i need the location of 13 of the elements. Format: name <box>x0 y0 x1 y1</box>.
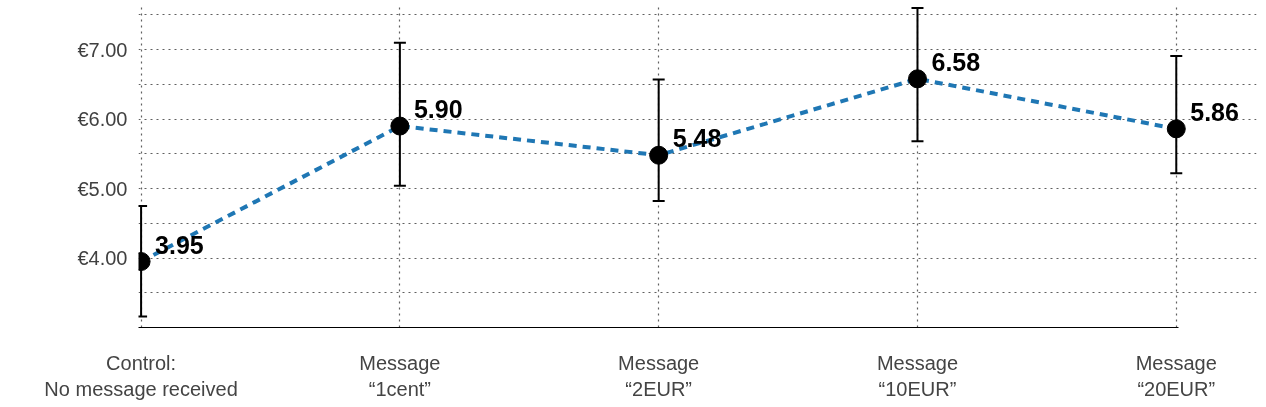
x-tick-label: Message “2EUR” <box>618 351 700 400</box>
x-tick-label: Control: No message received <box>44 351 238 400</box>
text: 5.48 <box>672 124 722 153</box>
text: 5.90 <box>413 95 463 124</box>
y-tick-label: €5.00 <box>77 177 128 200</box>
y-tick-label: €7.00 <box>77 38 128 61</box>
x-tick-label: Message “1cent” <box>359 351 441 400</box>
y-tick-label: €6.00 <box>77 108 128 131</box>
y-tick-label: €4.00 <box>77 247 128 270</box>
x-tick-label: Message “20EUR” <box>1135 351 1217 400</box>
text: 5.86 <box>1190 97 1239 126</box>
text: 6.58 <box>931 47 981 76</box>
x-tick-label: Message “10EUR” <box>876 351 959 400</box>
